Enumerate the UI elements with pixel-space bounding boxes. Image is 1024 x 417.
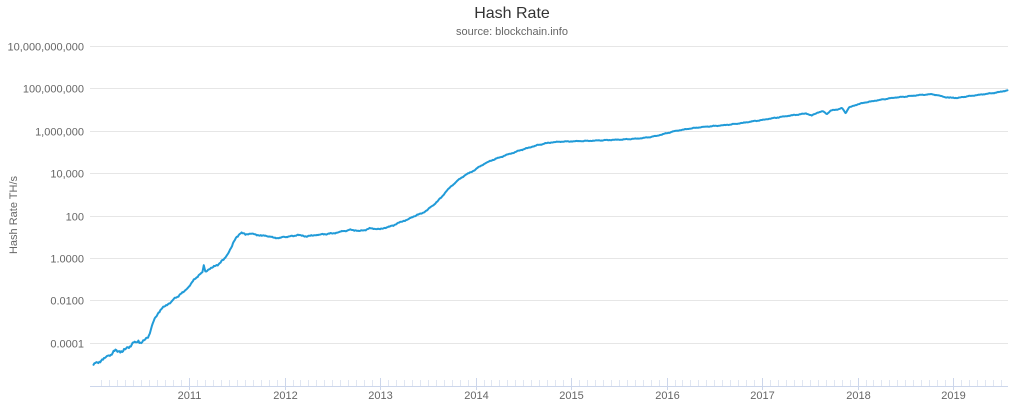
x-tick-label: 2015 bbox=[559, 390, 583, 402]
x-tick-label: 2017 bbox=[750, 390, 774, 402]
y-tick-label: 0.0001 bbox=[50, 339, 84, 351]
y-tick-label: 1.0000 bbox=[50, 254, 84, 266]
y-tick-label: 100 bbox=[66, 212, 84, 224]
y-tick-label: 1,000,000 bbox=[35, 127, 84, 139]
y-tick-label: 10,000 bbox=[50, 169, 84, 181]
y-tick-label: 100,000,000 bbox=[23, 84, 84, 96]
chart-subtitle: source: blockchain.info bbox=[456, 26, 568, 38]
y-tick-label: 10,000,000,000 bbox=[8, 42, 84, 54]
x-tick-label: 2013 bbox=[368, 390, 392, 402]
x-tick-label: 2014 bbox=[464, 390, 488, 402]
y-tick-label: 0.0100 bbox=[50, 296, 84, 308]
chart-title: Hash Rate bbox=[474, 5, 550, 22]
x-tick-label: 2011 bbox=[178, 390, 202, 402]
x-tick-label: 2019 bbox=[941, 390, 965, 402]
series-line-hash-rate[interactable] bbox=[92, 89, 1009, 366]
x-tick-label: 2018 bbox=[846, 390, 870, 402]
y-axis-title: Hash Rate TH/s bbox=[8, 175, 20, 255]
x-tick-label: 2016 bbox=[655, 390, 679, 402]
x-tick-label: 2012 bbox=[273, 390, 297, 402]
